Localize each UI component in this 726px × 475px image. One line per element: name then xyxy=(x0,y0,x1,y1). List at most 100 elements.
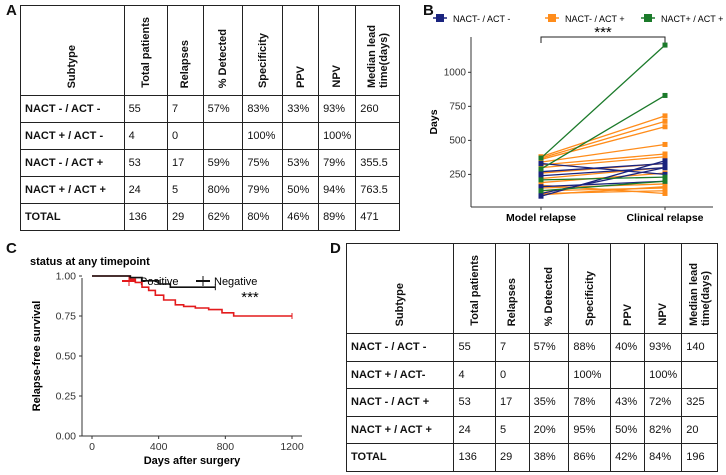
table-cell: 53 xyxy=(453,388,496,417)
km-curve-negative xyxy=(92,275,216,288)
data-point xyxy=(538,173,544,179)
row-label: NACT - / ACT - xyxy=(20,95,125,123)
table-cell: 50% xyxy=(610,415,646,444)
table-cell: 0 xyxy=(167,122,204,150)
tableD-header-label: % Detected xyxy=(542,266,555,326)
tableA-header-2: Relapses xyxy=(167,5,204,96)
table-cell: 95% xyxy=(568,415,612,444)
x-axis-label: Days after surgery xyxy=(144,455,241,467)
table-cell: 72% xyxy=(644,388,683,417)
series-line xyxy=(540,166,666,177)
tableD-header-3: % Detected xyxy=(528,243,570,334)
table-a-header-row: Subtype Total patients Relapses % Detected S… xyxy=(20,5,400,96)
series-line xyxy=(540,94,666,170)
legend-item-0: NACT- / ACT - xyxy=(433,14,510,24)
table-cell: 260 xyxy=(355,95,400,123)
data-point xyxy=(538,184,544,190)
table-d: Subtype Total patients Relapses % Detected S… xyxy=(345,243,718,472)
data-point xyxy=(662,158,668,164)
table-cell: 84% xyxy=(644,443,683,472)
legend-label: NACT+ / ACT + xyxy=(661,14,723,24)
y-tick-label: 500 xyxy=(449,135,466,146)
data-point xyxy=(538,169,544,175)
x-tick-label: 800 xyxy=(217,441,235,453)
tableD-header-1: Total patients xyxy=(453,243,496,334)
tableD-header-label: PPV xyxy=(621,303,634,326)
table-cell: 0 xyxy=(495,360,530,389)
data-point xyxy=(538,155,544,161)
table-cell: 136 xyxy=(123,203,169,231)
data-point xyxy=(662,92,668,98)
table-row: TOTAL 136 29 62% 80% 46% 89% 471 xyxy=(20,203,400,231)
series-line xyxy=(540,162,666,173)
legend-item-2: NACT+ / ACT + xyxy=(641,14,723,24)
data-point xyxy=(662,171,668,177)
table-cell xyxy=(202,122,244,150)
table-cell: 325 xyxy=(681,388,718,417)
table-d-header-row: Subtype Total patients Relapses % Detected S… xyxy=(345,243,718,334)
y-tick-label: 250 xyxy=(449,169,466,180)
table-cell: 355.5 xyxy=(355,149,400,177)
table-row: NACT + / ACT -4 0 100% 100% xyxy=(20,122,400,150)
table-row: NACT + / ACT +24 5 80% 79% 50% 94% 763.5 xyxy=(20,176,400,204)
chart-title: status at any timepoint xyxy=(30,256,150,268)
table-cell: 93% xyxy=(644,333,683,362)
data-point xyxy=(662,141,668,147)
legend-label: NACT- / ACT - xyxy=(453,14,510,24)
significance-label: *** xyxy=(594,24,612,41)
data-point xyxy=(662,161,668,167)
table-cell xyxy=(355,122,400,150)
data-point xyxy=(662,190,668,196)
table-row: NACT - / ACT -55 7 57% 83% 33% 93% 260 xyxy=(20,95,400,123)
legend-label: NACT- / ACT + xyxy=(565,14,625,24)
table-cell: 79% xyxy=(242,176,284,204)
row-label: TOTAL xyxy=(20,203,125,231)
data-point xyxy=(662,42,668,48)
table-cell: 763.5 xyxy=(355,176,400,204)
tableA-header-0: Subtype xyxy=(20,5,125,96)
row-label: TOTAL xyxy=(345,443,455,472)
data-point xyxy=(662,165,668,171)
table-cell: 7 xyxy=(495,333,530,362)
y-tick-label: 750 xyxy=(449,101,466,112)
data-point xyxy=(662,188,668,194)
x-tick-label: Model relapse xyxy=(506,212,576,224)
table-cell: 4 xyxy=(453,360,496,389)
table-cell: 33% xyxy=(282,95,320,123)
table-cell: 7 xyxy=(167,95,204,123)
table-cell: 38% xyxy=(528,443,570,472)
legend-marker xyxy=(548,14,556,22)
data-point xyxy=(662,154,668,160)
tableA-header-label: PPV xyxy=(294,65,307,88)
data-point xyxy=(662,174,668,180)
table-cell: 62% xyxy=(202,203,244,231)
table-cell: 88% xyxy=(568,333,612,362)
table-cell: 75% xyxy=(242,149,284,177)
tableD-header-label: Specificity xyxy=(583,270,596,326)
tableA-header-4: Specificity xyxy=(242,5,284,96)
tableA-header-3: % Detected xyxy=(202,5,244,96)
tableD-header-label: Relapses xyxy=(506,277,519,326)
series-line xyxy=(540,186,666,196)
series-line xyxy=(540,176,666,181)
table-cell: 17 xyxy=(167,149,204,177)
tableA-header-label: Specificity xyxy=(256,32,269,88)
tableD-header-4: Specificity xyxy=(568,243,612,334)
legend-marker xyxy=(436,14,444,22)
table-row: NACT - / ACT +53 17 35% 78% 43% 72% 325 xyxy=(345,388,718,417)
table-cell: 24 xyxy=(453,415,496,444)
table-cell: 53 xyxy=(123,149,169,177)
table-cell: 86% xyxy=(568,443,612,472)
series-line xyxy=(540,162,666,176)
data-point xyxy=(538,161,544,167)
table-cell: 100% xyxy=(318,122,357,150)
legend-item-1: Negative xyxy=(196,276,257,288)
table-cell: 82% xyxy=(644,415,683,444)
table-cell: 17 xyxy=(495,388,530,417)
table-cell: 4 xyxy=(123,122,169,150)
tableA-header-7: Median lead time(days) xyxy=(355,5,400,96)
table-cell: 20% xyxy=(528,415,570,444)
row-label: NACT + / ACT- xyxy=(345,360,455,389)
tableD-header-label: Subtype xyxy=(394,282,407,326)
table-row: TOTAL 136 29 38% 86% 42% 84% 196 xyxy=(345,443,718,472)
